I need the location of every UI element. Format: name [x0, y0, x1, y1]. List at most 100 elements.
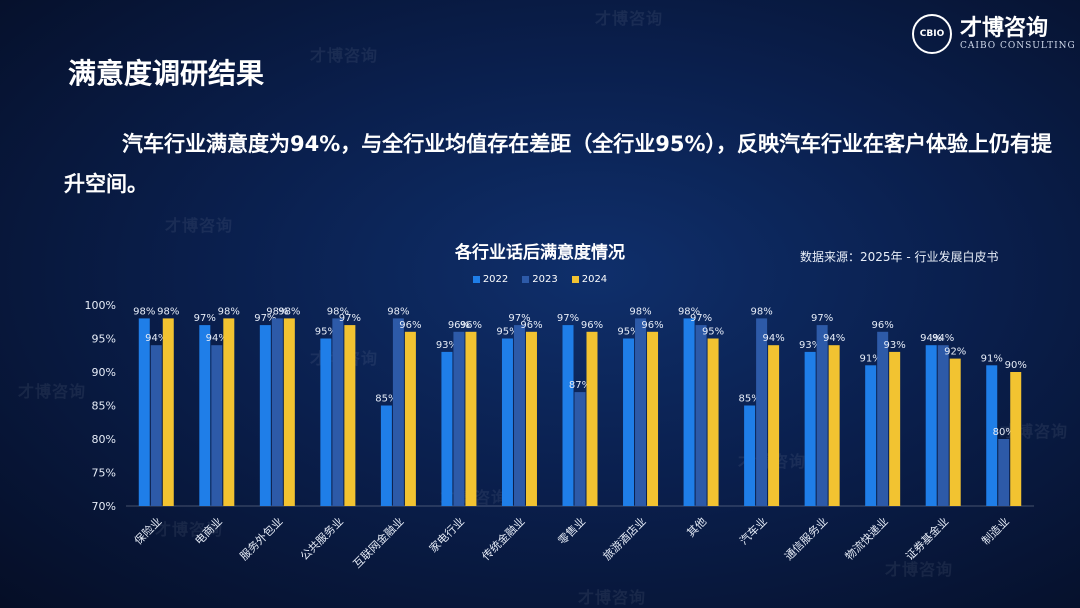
- x-tick-label: 通信服务业: [782, 515, 830, 563]
- watermark: 才博咨询: [155, 520, 224, 539]
- data-label: 97%: [254, 313, 276, 324]
- bar-2024: [223, 318, 235, 506]
- watermark: 才博咨询: [885, 560, 954, 579]
- bar-2023: [574, 392, 586, 506]
- bar-2022: [865, 365, 877, 506]
- data-label: 94%: [932, 333, 954, 344]
- watermark: 才博咨询: [595, 9, 664, 28]
- data-label: 92%: [944, 347, 966, 358]
- y-tick-label: 95%: [92, 333, 116, 346]
- watermark: 才博咨询: [578, 588, 647, 607]
- bar-2023: [756, 318, 768, 506]
- data-label: 94%: [206, 333, 228, 344]
- y-tick-label: 80%: [92, 433, 116, 446]
- legend-item-2022: 2022: [472, 274, 508, 285]
- data-label: 98%: [157, 306, 179, 317]
- bar-2023: [877, 331, 889, 506]
- bar-2022: [441, 351, 453, 506]
- x-tick-label: 旅游酒店业: [600, 514, 649, 563]
- x-tick-label: 服务外包业: [237, 515, 285, 563]
- data-label: 93%: [799, 340, 821, 351]
- data-label: 80%: [993, 427, 1015, 438]
- x-tick-label: 传统金融业: [479, 514, 528, 563]
- data-label: 97%: [690, 313, 712, 324]
- chart-title: 各行业话后满意度情况: [455, 243, 625, 263]
- data-label: 95%: [315, 327, 337, 338]
- bar-2023: [998, 439, 1010, 506]
- bar-2023: [453, 331, 465, 506]
- bar-2024: [889, 351, 901, 506]
- bar-2024: [344, 325, 356, 506]
- bar-2022: [744, 405, 756, 506]
- legend-swatch: [522, 276, 530, 283]
- bar-2022: [138, 318, 150, 506]
- data-label: 85%: [375, 394, 397, 405]
- y-tick-label: 100%: [85, 299, 116, 312]
- data-label: 94%: [823, 333, 845, 344]
- x-tick-label: 互联网金融业: [350, 514, 407, 571]
- data-label: 98%: [327, 306, 349, 317]
- company-logo: CBIO 才博咨询 CAIBO CONSULTING: [912, 14, 1076, 54]
- bar-2022: [380, 405, 392, 506]
- bar-2024: [828, 345, 840, 506]
- bar-2023: [392, 318, 404, 506]
- data-label: 93%: [436, 340, 458, 351]
- bar-2022: [199, 325, 211, 506]
- legend-label: 2024: [581, 274, 608, 285]
- x-tick-label: 证券基金业: [903, 514, 952, 563]
- data-label: 96%: [581, 320, 603, 331]
- data-label: 97%: [508, 313, 530, 324]
- data-label: 90%: [1005, 360, 1027, 371]
- bar-2023: [211, 345, 223, 506]
- bar-2023: [271, 318, 283, 506]
- watermark: 才博咨询: [165, 216, 234, 235]
- legend-swatch: [571, 276, 579, 283]
- data-source: 数据来源：2025年 - 行业发展白皮书: [800, 250, 999, 264]
- bar-2022: [986, 365, 998, 506]
- data-label: 93%: [884, 340, 906, 351]
- legend-item-2023: 2023: [522, 274, 558, 285]
- bar-2024: [647, 331, 659, 506]
- data-label: 94%: [762, 333, 784, 344]
- bar-2024: [525, 331, 537, 506]
- bar-2023: [513, 325, 525, 506]
- x-tick-label: 制造业: [979, 514, 1012, 547]
- bar-2023: [937, 345, 949, 506]
- x-tick-label: 物流快递业: [842, 514, 891, 563]
- bar-2022: [259, 325, 271, 506]
- data-label: 98%: [218, 306, 240, 317]
- legend-item-2024: 2024: [571, 274, 608, 285]
- page-title: 满意度调研结果: [68, 57, 265, 90]
- watermark: 才博咨询: [18, 382, 87, 401]
- data-label: 96%: [399, 320, 421, 331]
- data-label: 95%: [702, 327, 724, 338]
- bar-2022: [683, 318, 695, 506]
- data-label: 85%: [738, 394, 760, 405]
- bar-2022: [501, 338, 513, 506]
- bar-2022: [562, 325, 574, 506]
- bar-2024: [162, 318, 174, 506]
- data-label: 98%: [629, 306, 651, 317]
- data-label: 94%: [145, 333, 167, 344]
- data-label: 97%: [811, 313, 833, 324]
- y-tick-label: 85%: [92, 400, 116, 413]
- bar-2022: [320, 338, 332, 506]
- bar-2023: [150, 345, 162, 506]
- x-tick-label: 零售业: [555, 514, 588, 547]
- data-label: 96%: [872, 320, 894, 331]
- bar-2024: [465, 331, 477, 506]
- data-label: 96%: [641, 320, 663, 331]
- watermark: 才博咨询: [310, 46, 379, 65]
- data-label: 98%: [750, 306, 772, 317]
- bar-2024: [404, 331, 416, 506]
- data-label: 97%: [557, 313, 579, 324]
- data-label: 91%: [860, 353, 882, 364]
- data-label: 96%: [460, 320, 482, 331]
- y-tick-label: 90%: [92, 366, 116, 379]
- data-label: 97%: [339, 313, 361, 324]
- data-label: 98%: [133, 306, 155, 317]
- data-label: 98%: [278, 306, 300, 317]
- bar-2024: [707, 338, 719, 506]
- data-label: 96%: [520, 320, 542, 331]
